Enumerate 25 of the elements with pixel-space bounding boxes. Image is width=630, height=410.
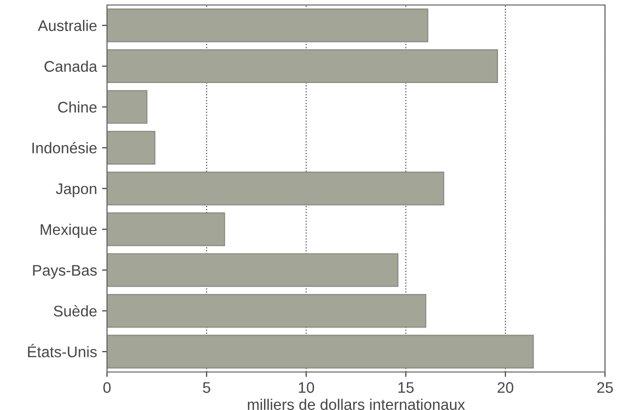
x-tick-label: 25 [597, 382, 613, 393]
x-tick-label: 10 [298, 382, 314, 393]
bar [107, 172, 444, 206]
bar [107, 253, 398, 287]
y-tick-label: Canada [44, 60, 98, 72]
x-tick-label: 15 [398, 382, 414, 393]
bar [107, 8, 428, 42]
bar [107, 90, 148, 124]
y-tick-label: Australie [38, 20, 97, 32]
x-tick-label: 20 [498, 382, 514, 393]
y-tick-label: Japon [56, 184, 96, 198]
x-axis-title: milliers de dollars internationaux [248, 398, 465, 410]
bar [107, 49, 498, 84]
x-tick-label: 0 [103, 382, 111, 393]
y-tick-label: Mexique [40, 224, 97, 238]
bar [107, 130, 156, 165]
y-tick-label: Chine [58, 101, 97, 113]
bar [107, 294, 426, 328]
x-tick-label: 5 [202, 382, 210, 393]
y-tick-label: États-Unis [28, 344, 97, 358]
y-tick-label: Suède [54, 305, 97, 317]
bar [107, 334, 534, 368]
bar [107, 212, 226, 246]
y-tick-label: Indonésie [32, 142, 97, 154]
y-tick-label: Pays-Bas [33, 265, 97, 279]
